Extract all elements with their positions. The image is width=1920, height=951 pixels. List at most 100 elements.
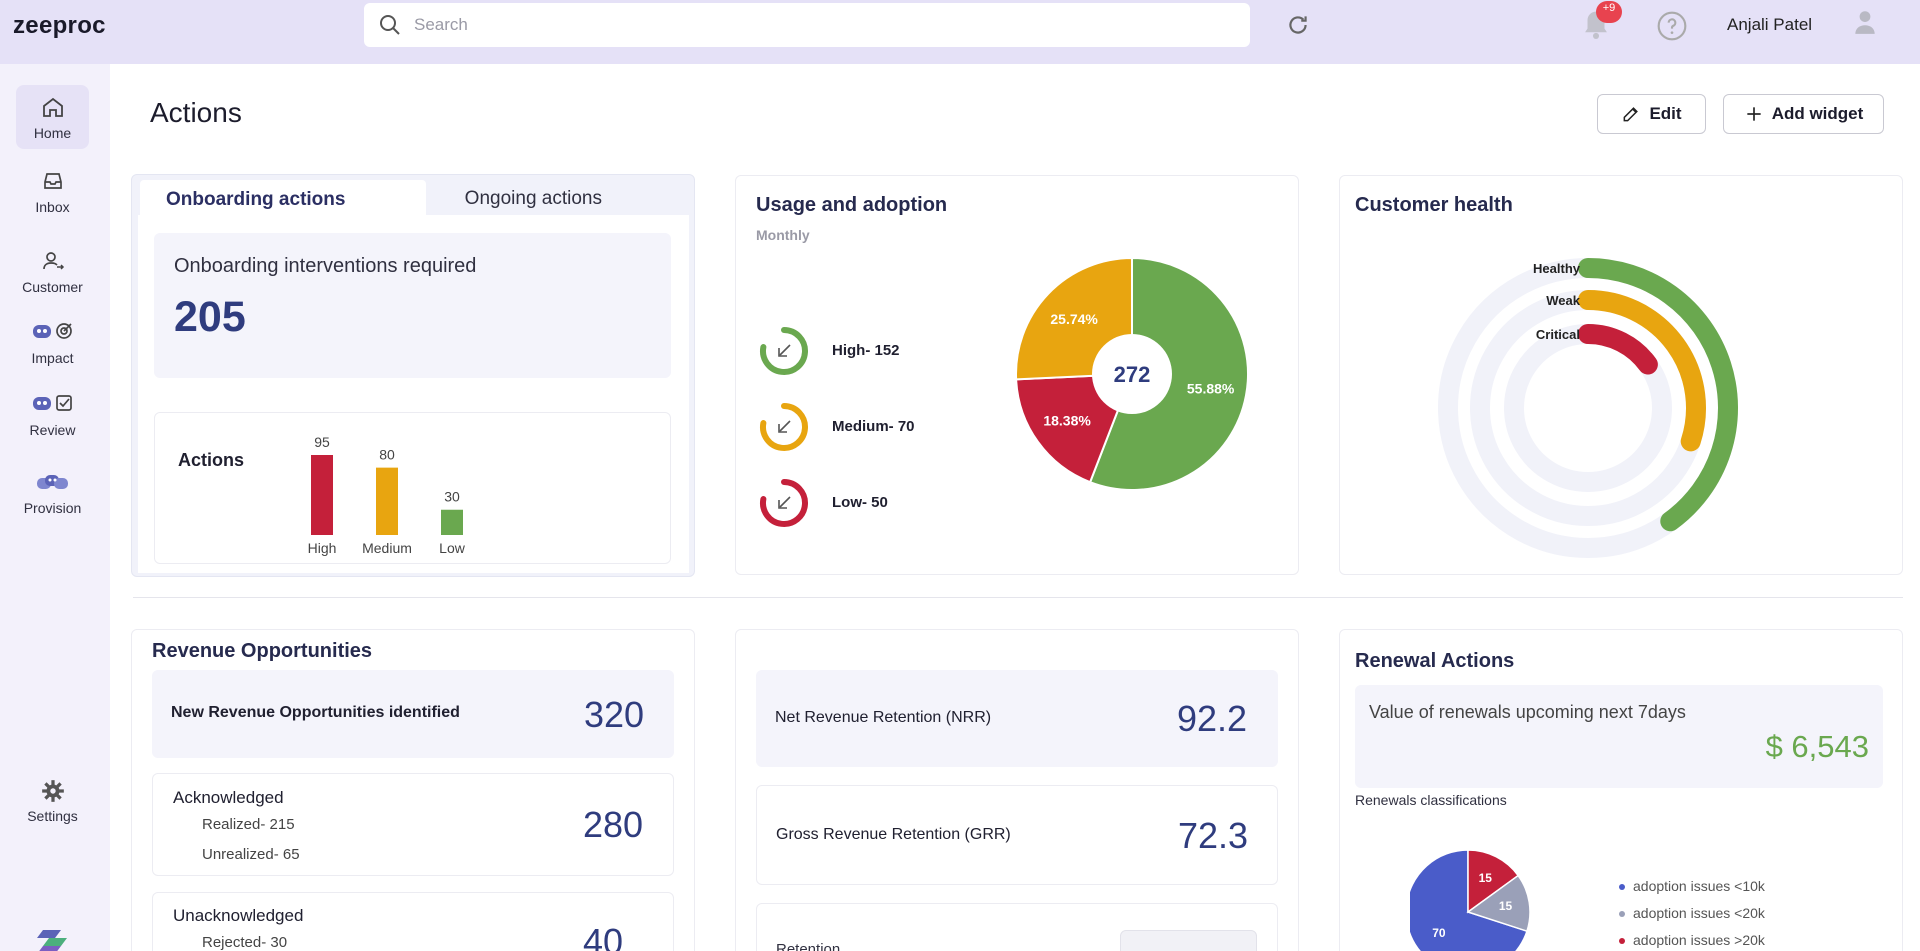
renewal-legend-item: adoption issues <20k: [1619, 905, 1765, 921]
ring-arc: [760, 403, 808, 451]
sidebar-item-impact[interactable]: Impact: [16, 310, 89, 374]
tab-onboarding-actions[interactable]: Onboarding actions: [140, 180, 426, 217]
edit-button[interactable]: Edit: [1597, 94, 1706, 134]
usage-legend-label: Low- 50: [832, 494, 888, 511]
renewal-legend-label: adoption issues >20k: [1633, 932, 1765, 948]
usage-donut-chart: 55.88% 18.38% 25.74% 272: [1015, 256, 1249, 491]
bar-value-label: 30: [444, 489, 460, 505]
acknowledged-value: 280: [583, 804, 644, 845]
health-arc-healthy: [1578, 258, 1738, 532]
nrr-panel: Net Revenue Retention (NRR) 92.2: [756, 670, 1278, 767]
bar-category-label: High: [308, 540, 337, 556]
sidebar-item-home[interactable]: Home: [16, 85, 89, 149]
new-revenue-panel: New Revenue Opportunities identified 320: [152, 670, 674, 758]
renewal-value-label: Value of renewals upcoming next 7days: [1369, 702, 1686, 722]
donut-hole: [1092, 334, 1172, 414]
usage-slice-label: 25.74%: [1050, 311, 1098, 327]
low-ring-icon: [760, 479, 808, 527]
provision-icon: [36, 475, 68, 489]
search-input[interactable]: [414, 15, 1214, 35]
renewals-classifications-label: Renewals classifications: [1355, 792, 1507, 808]
legend-dot: [1619, 911, 1625, 918]
retention-label: Retention: [776, 941, 841, 951]
arrow-head: [778, 348, 787, 357]
usage-title: Usage and adoption: [756, 194, 948, 216]
top-bar: zeeproc +9 Anjali Patel: [0, 0, 1920, 64]
renewal-legend-label: adoption issues <20k: [1633, 905, 1765, 921]
legend-dot: [1619, 938, 1625, 945]
health-arc-weak: [1578, 290, 1706, 452]
health-card: Customer health Healthy Weak Critical: [1339, 175, 1903, 575]
arrow-icon: [779, 344, 791, 356]
renewal-card: Renewal Actions Value of renewals upcomi…: [1339, 629, 1903, 951]
search-box[interactable]: [364, 3, 1250, 47]
brand-logo[interactable]: zeeproc: [13, 12, 106, 39]
health-radial-chart: Healthy Weak Critical: [1438, 258, 1738, 558]
retention-button[interactable]: [1120, 930, 1257, 951]
review-icon: [32, 395, 72, 411]
retention-panel: Retention: [756, 903, 1278, 951]
add-widget-button[interactable]: Add widget: [1723, 94, 1884, 134]
medium-ring-icon: [760, 403, 808, 451]
renewal-value-panel: Value of renewals upcoming next 7days $ …: [1355, 685, 1883, 788]
renewal-legend-item: adoption issues <10k: [1619, 878, 1765, 894]
renewal-slice: [1466, 874, 1531, 933]
ring-arc: [760, 327, 808, 375]
sidebar-item-inbox[interactable]: Inbox: [16, 159, 89, 223]
search-icon: [380, 15, 400, 35]
revenue-title: Revenue Opportunities: [152, 640, 373, 662]
usage-slice-label: 55.88%: [1187, 381, 1235, 397]
interventions-value: 205: [174, 293, 246, 341]
sidebar-item-label: Settings: [27, 808, 78, 824]
renewal-slice-label: 15: [1479, 871, 1493, 885]
new-revenue-label: New Revenue Opportunities identified: [171, 704, 460, 721]
bar-low: [441, 509, 463, 535]
health-label: Weak: [1546, 293, 1580, 308]
logo-mark-icon: [37, 930, 67, 951]
rejected-label: Rejected- 30: [202, 934, 288, 951]
actions-bar-chart: 95 High 80 Medium 30 Low: [308, 434, 466, 556]
grr-label: Gross Revenue Retention (GRR): [776, 826, 1011, 843]
sidebar-item-label: Home: [33, 125, 72, 141]
health-label: Critical: [1536, 327, 1580, 342]
usage-legend-label: High- 152: [832, 342, 900, 359]
sidebar-item-provision[interactable]: Provision: [16, 460, 89, 524]
onboarding-body: Onboarding interventions required 205 Ac…: [138, 215, 689, 573]
usage-slice-label: 18.38%: [1043, 413, 1091, 429]
user-name[interactable]: Anjali Patel: [1727, 15, 1813, 34]
renewal-slice-label: 15: [1499, 899, 1513, 913]
sidebar-item-review[interactable]: Review: [16, 382, 89, 446]
plus-icon: [1747, 107, 1761, 121]
renewal-legend-item: adoption issues >20k: [1619, 932, 1765, 948]
bar-value-label: 95: [314, 434, 330, 450]
nrr-label: Net Revenue Retention (NRR): [775, 709, 992, 726]
renewal-slice: [1410, 849, 1528, 951]
unacknowledged-value: 40: [583, 921, 624, 951]
refresh-icon[interactable]: [1285, 12, 1311, 38]
sidebar-item-settings[interactable]: Settings: [16, 768, 89, 832]
sidebar-item-label: Inbox: [35, 199, 70, 215]
arrow-icon: [779, 496, 791, 508]
usage-center-value: 272: [1114, 362, 1151, 387]
unrealized-label: Unrealized- 65: [202, 846, 300, 863]
home-icon: [42, 97, 63, 117]
tab-label: Ongoing actions: [464, 188, 602, 209]
interventions-label: Onboarding interventions required: [174, 255, 477, 277]
page-title: Actions: [150, 97, 242, 128]
bar-value-label: 80: [379, 447, 395, 463]
tab-ongoing-actions[interactable]: Ongoing actions: [428, 180, 688, 217]
interventions-panel: Onboarding interventions required 205: [154, 233, 671, 378]
gear-icon: [41, 780, 64, 802]
edit-button-label: Edit: [1649, 104, 1682, 123]
renewal-title: Renewal Actions: [1355, 650, 1515, 672]
tab-label: Onboarding actions: [166, 189, 346, 210]
unacknowledged-label: Unacknowledged: [173, 906, 304, 925]
actions-chart-panel: Actions 95 High 80 Medium 30 Low: [154, 412, 671, 564]
avatar-icon[interactable]: [1852, 8, 1878, 36]
help-icon[interactable]: [1656, 10, 1688, 42]
renewal-pie-chart: 70 15 15: [1410, 849, 1531, 951]
sidebar-item-label: Review: [29, 422, 76, 438]
add-widget-button-label: Add widget: [1771, 104, 1864, 123]
customer-icon: [42, 252, 64, 270]
sidebar-item-customer[interactable]: Customer: [16, 239, 89, 303]
